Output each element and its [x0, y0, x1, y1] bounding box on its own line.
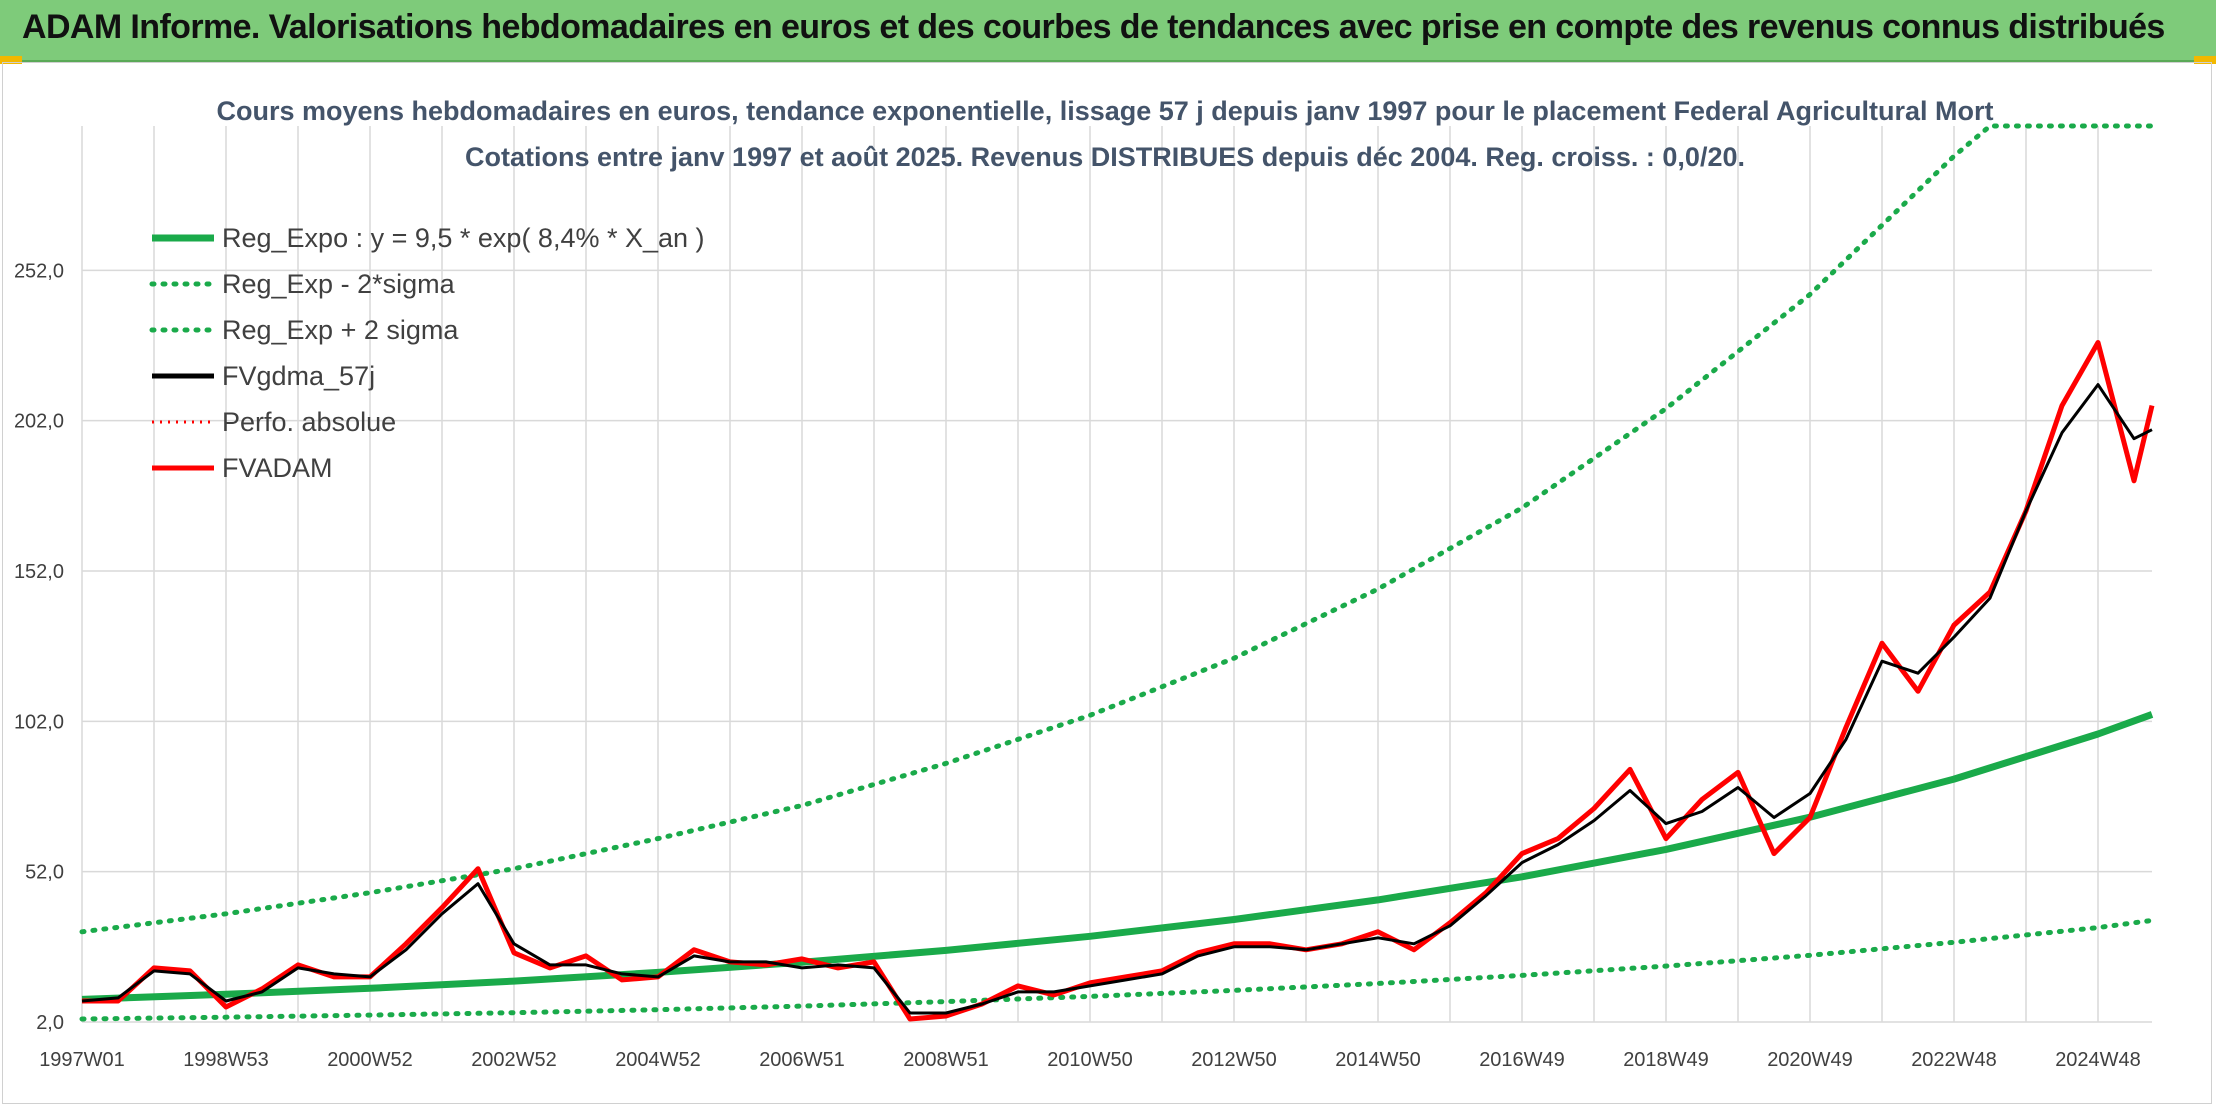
legend-label: FVgdma_57j	[222, 361, 375, 391]
y-tick-label: 2,0	[36, 1012, 64, 1034]
y-tick-label: 52,0	[25, 862, 64, 884]
y-tick-label: 202,0	[14, 411, 64, 433]
series-line-3	[81, 383, 2153, 1015]
corner-marker-left	[0, 56, 22, 64]
x-tick-label: 2002W52	[471, 1049, 557, 1071]
legend-label: FVADAM	[222, 453, 333, 483]
x-tick-label: 2006W51	[759, 1049, 845, 1071]
x-tick-label: 1998W53	[183, 1049, 269, 1071]
y-tick-label: 102,0	[14, 711, 64, 733]
header-bar: ADAM Informe. Valorisations hebdomadaire…	[0, 0, 2216, 62]
legend-label: Reg_Exp - 2*sigma	[222, 269, 456, 299]
chart-area-border	[2, 62, 2212, 1104]
x-tick-label: 2020W49	[1767, 1049, 1853, 1071]
legend-label: Reg_Exp + 2 sigma	[222, 315, 459, 345]
legend-label: Reg_Expo : y = 9,5 * exp( 8,4% * X_an )	[222, 223, 705, 253]
grid-lines	[81, 126, 2152, 1023]
chart-title: Cours moyens hebdomadaires en euros, ten…	[216, 96, 1993, 126]
x-tick-label: 2004W52	[615, 1049, 701, 1071]
series-line-5	[82, 340, 2155, 1022]
x-tick-label: 1997W01	[39, 1049, 125, 1071]
x-tick-label: 2014W50	[1335, 1049, 1421, 1071]
series-line-0	[81, 711, 2154, 1003]
chart-subtitle: Cotations entre janv 1997 et août 2025. …	[465, 142, 1745, 172]
series-line-1	[79, 917, 2155, 1022]
x-tick-label: 2022W48	[1911, 1049, 1997, 1071]
x-tick-label: 2016W49	[1479, 1049, 1565, 1071]
x-tick-label: 2012W50	[1191, 1049, 1277, 1071]
legend-label: Perfo. absolue	[222, 407, 396, 437]
page-title: ADAM Informe. Valorisations hebdomadaire…	[22, 8, 2165, 46]
x-axis-ticks: 1997W01 1998W53 2000W52 2002W52 2004W52 2006W…	[39, 1049, 2141, 1071]
y-tick-label: 152,0	[14, 561, 64, 583]
x-tick-label: 2008W51	[903, 1049, 989, 1071]
x-tick-label: 2010W50	[1047, 1049, 1133, 1071]
y-axis-ticks: 2,0 52,0 102,0 152,0 202,0 252,0	[14, 260, 64, 1034]
x-tick-label: 2000W52	[327, 1049, 413, 1071]
corner-marker-right	[2194, 56, 2216, 64]
series-lines	[79, 123, 2155, 1022]
y-tick-label: 252,0	[14, 260, 64, 282]
series-line-2	[79, 123, 2155, 935]
legend: Reg_Expo : y = 9,5 * exp( 8,4% * X_an ) R…	[149, 223, 705, 483]
x-tick-label: 2018W49	[1623, 1049, 1709, 1071]
x-tick-label: 2024W48	[2055, 1049, 2141, 1071]
